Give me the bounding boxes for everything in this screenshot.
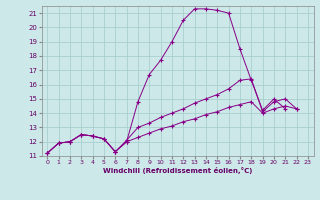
X-axis label: Windchill (Refroidissement éolien,°C): Windchill (Refroidissement éolien,°C) [103,167,252,174]
